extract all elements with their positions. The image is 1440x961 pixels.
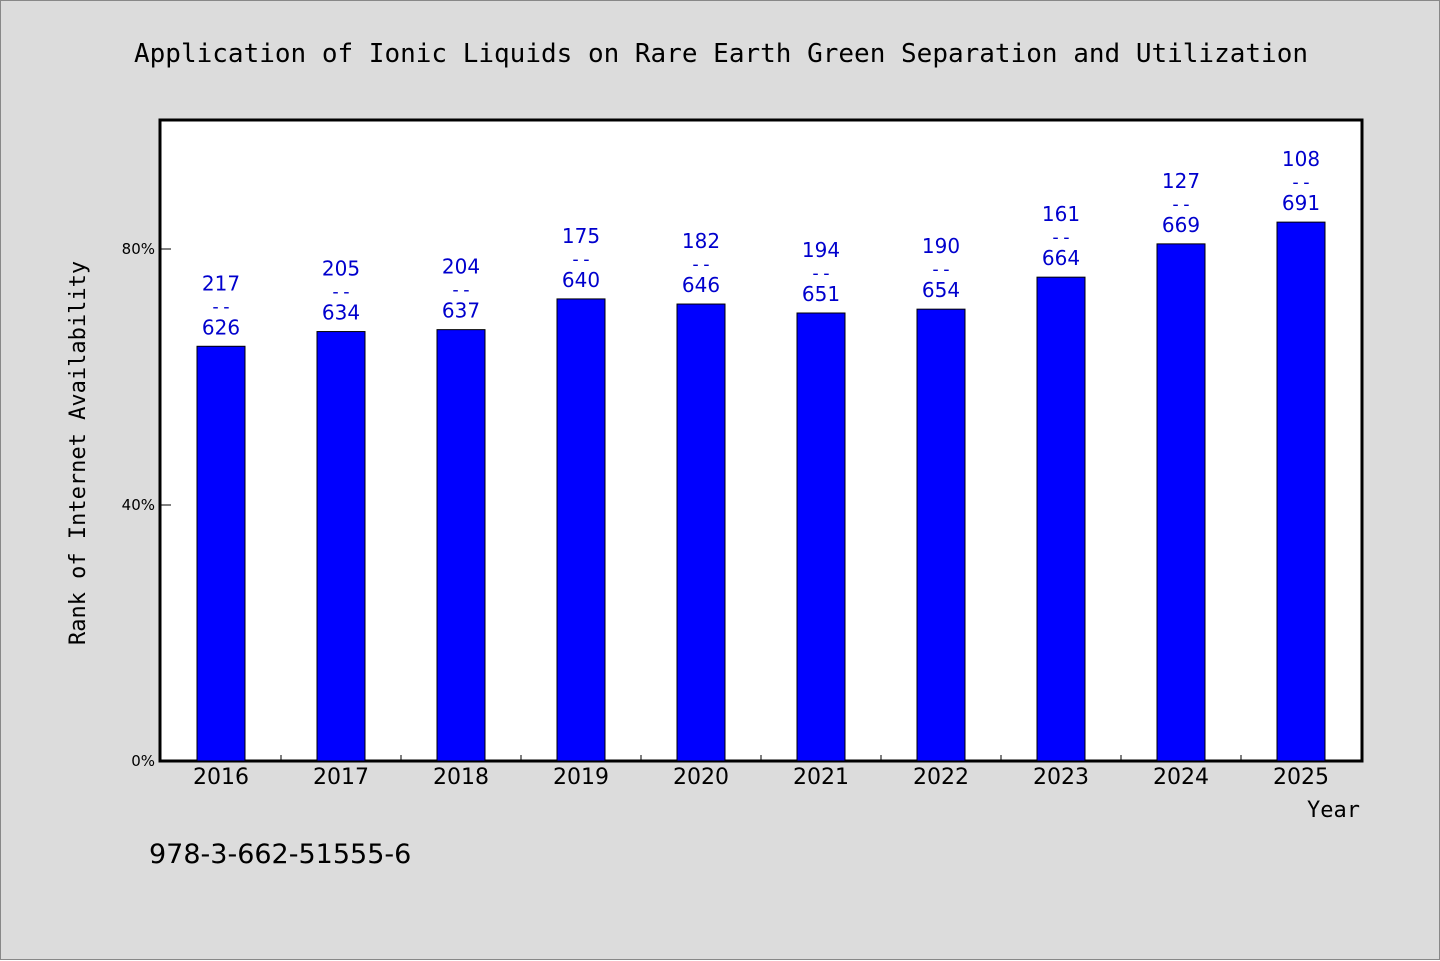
chart-title: Application of Ionic Liquids on Rare Ear… [134, 39, 1308, 69]
x-tick-label: 2017 [313, 765, 369, 790]
x-axis-ticks: 2016 2017 2018 2019 2020 2021 2022 2023 2024 2025 [193, 755, 1329, 790]
bar-2020 [676, 303, 726, 762]
bar-2019 [556, 298, 606, 762]
bar-2025 [1276, 221, 1326, 762]
bar-label-top: 190 [922, 234, 960, 258]
bar-label-separator: -- [1290, 172, 1312, 193]
x-axis-label: Year [1307, 798, 1360, 823]
bar-label-top: 217 [202, 271, 240, 295]
bar-labels-group: 626--217634--205637--204640--175646--182… [202, 147, 1320, 339]
bar-label-separator: -- [330, 282, 352, 303]
bar-2022 [916, 308, 966, 762]
bar-label-bottom: 637 [442, 299, 480, 323]
bar-label-bottom: 626 [202, 315, 240, 339]
bar-2018 [436, 329, 486, 762]
bar-label-bottom: 654 [922, 278, 960, 302]
bar-label-top: 127 [1162, 169, 1200, 193]
bar-label-separator: -- [570, 249, 592, 270]
bar-label-bottom: 646 [682, 273, 720, 297]
bar-2023 [1036, 276, 1086, 762]
bar-label-top: 194 [802, 238, 840, 262]
x-tick-label: 2022 [913, 765, 969, 790]
bar-label-bottom: 664 [1042, 246, 1080, 270]
x-tick-label: 2020 [673, 765, 729, 790]
bar-2021 [796, 312, 846, 762]
bar-label-top: 175 [562, 224, 600, 248]
bar-label-separator: -- [1050, 227, 1072, 248]
bar-label-bottom: 691 [1282, 191, 1320, 215]
y-tick-label: 40% [122, 496, 155, 514]
bar-label-bottom: 651 [802, 282, 840, 306]
bar-label-separator: -- [690, 254, 712, 275]
bar-label-separator: -- [1170, 194, 1192, 215]
bar-label-top: 108 [1282, 147, 1320, 171]
y-tick-label: 0% [131, 752, 155, 770]
bar-label-separator: -- [810, 263, 832, 284]
isbn-text: 978-3-662-51555-6 [149, 839, 411, 870]
x-tick-label: 2016 [193, 765, 249, 790]
x-tick-label: 2025 [1273, 765, 1329, 790]
bar-2016 [196, 345, 246, 762]
bar-label-bottom: 634 [322, 301, 360, 325]
x-tick-label: 2023 [1033, 765, 1089, 790]
y-tick-label: 80% [122, 240, 155, 258]
bar-label-bottom: 640 [562, 268, 600, 292]
x-tick-label: 2018 [433, 765, 489, 790]
bar-label-separator: -- [210, 296, 232, 317]
x-tick-label: 2024 [1153, 765, 1209, 790]
bar-label-separator: -- [450, 280, 472, 301]
bar-label-separator: -- [930, 259, 952, 280]
x-tick-label: 2021 [793, 765, 849, 790]
bar-2024 [1156, 243, 1206, 762]
bar-label-top: 205 [322, 257, 360, 281]
bar-2017 [316, 331, 366, 762]
bars-group [196, 221, 1326, 762]
bar-label-bottom: 669 [1162, 213, 1200, 237]
bar-label-top: 182 [682, 229, 720, 253]
bar-label-top: 204 [442, 255, 480, 279]
y-axis-label: Rank of Internet Availability [66, 261, 91, 645]
x-tick-label: 2019 [553, 765, 609, 790]
y-axis-ticks: 0% 40% 80% [122, 240, 171, 770]
bar-label-top: 161 [1042, 202, 1080, 226]
